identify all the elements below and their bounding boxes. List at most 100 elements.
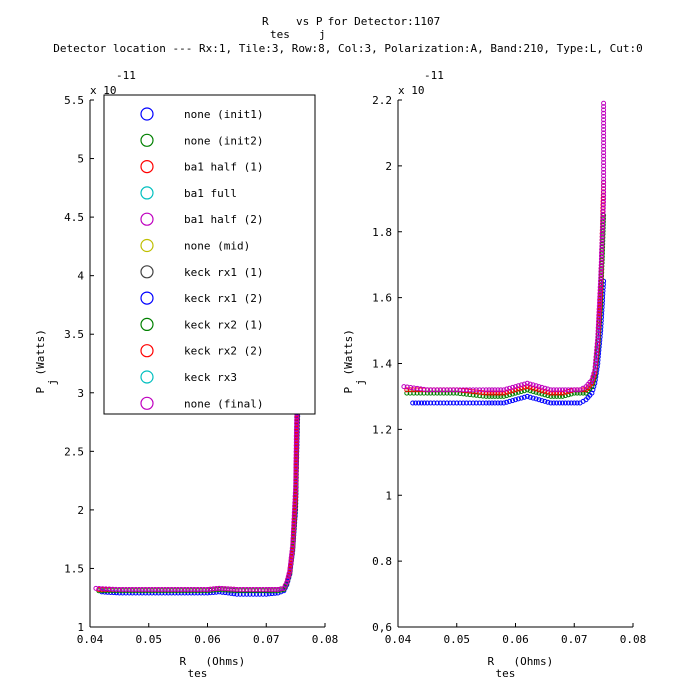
legend-marker: [140, 186, 154, 200]
legend-label: keck rx1 (1): [184, 266, 263, 279]
data-point: [289, 545, 295, 551]
data-point: [285, 577, 290, 583]
data-point: [527, 384, 533, 390]
data-point: [175, 587, 181, 592]
data-point: [444, 390, 450, 396]
data-point: [536, 384, 542, 390]
data-point: [247, 587, 253, 592]
data-point: [447, 387, 453, 393]
data-point: [551, 400, 557, 406]
data-point: [601, 166, 607, 172]
data-point: [557, 387, 563, 393]
data-point: [574, 400, 580, 406]
data-point: [480, 390, 486, 396]
data-point: [574, 387, 580, 393]
data-point: [542, 392, 548, 398]
y-tick-label: 1: [385, 489, 392, 502]
y-tick-label: 2: [77, 504, 84, 517]
data-point: [434, 387, 440, 393]
data-point: [601, 150, 607, 156]
data-point: [592, 364, 598, 370]
data-point: [254, 587, 259, 592]
legend-item: ba1 half (2): [140, 212, 263, 226]
legend-marker: [140, 238, 154, 253]
data-point: [480, 393, 486, 399]
data-point: [599, 234, 605, 240]
data-point: [182, 587, 188, 592]
y-multiplier: x 10: [90, 84, 117, 97]
data-point: [293, 439, 299, 445]
data-point: [551, 393, 557, 399]
data-point: [263, 587, 269, 592]
data-point: [231, 586, 237, 592]
data-point: [597, 300, 602, 306]
data-point: [601, 146, 607, 152]
data-point: [597, 284, 603, 290]
data-point: [460, 387, 466, 393]
data-point: [288, 555, 294, 561]
y-tick-label: 2.2: [372, 94, 392, 107]
x-axis-label: R: [488, 655, 495, 668]
y-axis-label: P: [342, 387, 355, 394]
data-point: [477, 387, 483, 393]
data-point: [483, 387, 489, 393]
legend-item: keck rx2 (2): [140, 344, 263, 358]
data-point: [291, 510, 297, 515]
data-point: [169, 587, 175, 592]
title-location: Detector location --- Rx:1, Tile:3, Row:…: [53, 42, 642, 55]
data-point: [601, 117, 607, 123]
data-point: [510, 398, 516, 404]
data-point: [195, 587, 201, 592]
data-point: [447, 400, 453, 406]
data-point: [601, 163, 607, 169]
data-point: [601, 143, 607, 149]
legend-label: keck rx2 (2): [184, 345, 263, 358]
data-point: [228, 586, 234, 592]
data-point: [515, 386, 521, 392]
data-point: [275, 587, 281, 592]
data-point: [530, 395, 536, 401]
data-point: [495, 390, 501, 396]
data-point: [222, 586, 228, 592]
data-point: [424, 387, 430, 393]
data-point: [601, 110, 607, 116]
data-point: [234, 587, 240, 592]
data-point: [562, 389, 568, 395]
data-point: [501, 390, 507, 396]
data-point: [513, 387, 518, 393]
legend-item: none (final): [140, 396, 263, 410]
data-point: [444, 400, 450, 406]
data-point: [548, 390, 554, 396]
data-point: [595, 331, 601, 337]
data-point: [577, 390, 583, 396]
data-point: [600, 202, 606, 208]
y-axis-label-sub: j: [46, 379, 59, 386]
x-axis-label-sub: tes: [188, 667, 208, 680]
data-point: [291, 513, 297, 519]
data-point: [136, 587, 142, 592]
data-point: [454, 387, 460, 393]
data-point: [601, 130, 607, 136]
y-tick-label: 1.4: [372, 358, 392, 371]
y-tick-label: 3: [77, 387, 84, 400]
data-point: [501, 400, 507, 406]
legend-item: none (mid): [140, 238, 250, 253]
data-point: [159, 587, 165, 592]
legend-label: keck rx2 (1): [184, 318, 263, 331]
y-multiplier: x 10: [398, 84, 425, 97]
data-point: [597, 291, 603, 296]
x-tick-label: 0.05: [444, 633, 471, 646]
data-point: [292, 500, 298, 506]
legend-marker: [140, 291, 154, 305]
y-exponent: -11: [116, 69, 136, 82]
data-point: [441, 400, 447, 406]
data-point: [288, 558, 294, 564]
legend-marker: [140, 317, 154, 331]
x-axis-label: R: [180, 655, 187, 668]
data-point: [284, 580, 290, 585]
data-point: [596, 303, 602, 309]
y-tick-label: 4: [77, 270, 84, 283]
data-point: [447, 390, 453, 396]
data-point: [521, 394, 527, 400]
data-point: [293, 427, 299, 433]
